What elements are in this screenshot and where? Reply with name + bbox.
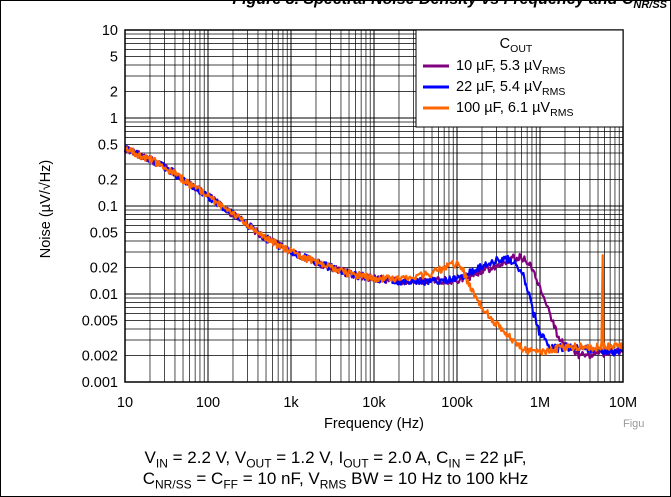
legend-entry: 100 µF, 6.1 µVRMS xyxy=(456,100,573,119)
caption-line-1: VIN = 2.2 V, VOUT = 1.2 V, IOUT = 2.0 A,… xyxy=(144,448,527,471)
y-tick-label: 1 xyxy=(110,111,118,127)
x-tick-label: 100k xyxy=(441,395,473,411)
x-tick-label: 10M xyxy=(609,395,637,411)
caption-line-2: CNR/SS = CFF = 10 nF, VRMS BW = 10 Hz to… xyxy=(142,469,529,492)
x-tick-label: 1k xyxy=(283,395,299,411)
watermark-text: Figu xyxy=(623,418,645,430)
y-axis-label: Noise (µV/√Hz) xyxy=(38,160,54,259)
legend-entry: 22 µF, 5.4 µVRMS xyxy=(456,79,565,98)
x-tick-label: 10k xyxy=(362,395,386,411)
x-tick-label: 100 xyxy=(196,395,220,411)
series-line xyxy=(124,146,624,356)
y-tick-label: 5 xyxy=(110,49,118,65)
y-tick-labels: 10 5 2 1 0.5 0.2 0.1 0.05 0.02 0.01 0.005 0.002 0.00… xyxy=(82,23,118,391)
plot-border xyxy=(124,29,624,383)
y-tick-label: 0.02 xyxy=(90,261,118,277)
y-tick-label: 2 xyxy=(110,85,118,101)
y-tick-label: 0.1 xyxy=(98,199,118,215)
noise-chart: 10 100 1k 10k 100k 1M 10M 10 5 2 1 0.5 0.2 0.1 0.05 0.… xyxy=(38,23,637,432)
legend-entry: 10 µF, 5.3 µVRMS xyxy=(456,58,565,77)
y-tick-label: 0.5 xyxy=(98,137,118,153)
x-tick-labels: 10 100 1k 10k 100k 1M 10M xyxy=(117,395,637,411)
y-tick-label: 0.2 xyxy=(98,173,118,189)
y-tick-label: 10 xyxy=(102,23,118,39)
y-tick-label: 0.001 xyxy=(82,375,118,391)
y-tick-label: 0.005 xyxy=(82,313,118,329)
series-lines xyxy=(123,145,624,360)
y-tick-label: 0.05 xyxy=(90,225,118,241)
x-tick-label: 1M xyxy=(530,395,550,411)
figure-title: Figure 8. Spectral Noise Density vs Freq… xyxy=(232,0,667,12)
legend-box xyxy=(415,29,624,128)
x-axis-label: Frequency (Hz) xyxy=(324,416,424,432)
y-tick-label: 0.01 xyxy=(90,287,118,303)
x-tick-label: 10 xyxy=(117,395,133,411)
y-tick-label: 0.002 xyxy=(82,349,118,365)
